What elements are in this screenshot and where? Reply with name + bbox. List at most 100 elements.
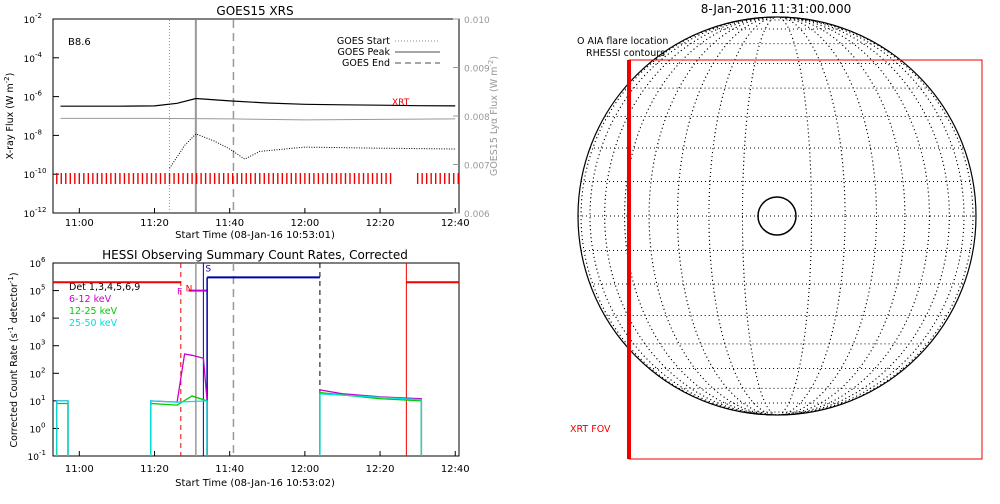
disk-legend-aia: O AIA flare location xyxy=(577,36,668,47)
hessi-y-tick-exponent: -1 xyxy=(39,449,46,457)
hessi-series-0 xyxy=(150,353,208,456)
hessi-y-tick-label: 10 xyxy=(28,453,40,463)
disk-longitude-line xyxy=(648,16,906,416)
hessi-series xyxy=(56,353,423,456)
goes-y-tick-label: 10 xyxy=(24,55,36,65)
goes-xrt-label: XRT xyxy=(392,98,410,108)
goes-short-series xyxy=(169,133,456,169)
hessi-y-tick-exponent: 3 xyxy=(41,339,45,347)
hessi-legend-12-25: 12-25 keV xyxy=(69,306,118,317)
hessi-y-tick-label: 10 xyxy=(30,315,42,325)
hessi-y-tick-label: 10 xyxy=(30,398,42,408)
goes-x-tick-label: 12:40 xyxy=(441,218,470,229)
hessi-x-label: Start Time (08-Jan-16 10:53:02) xyxy=(175,478,335,489)
solar-limb xyxy=(577,16,977,416)
disk-legend-rhessi: RHESSI contours xyxy=(586,48,665,59)
disk-longitude-line xyxy=(604,16,950,416)
goes-y-tick-label: 10 xyxy=(24,210,36,220)
hessi-plot-frame xyxy=(52,262,460,457)
goes-y2-tick-label: 0.007 xyxy=(464,162,490,172)
hessi-flag-n: N xyxy=(186,284,193,294)
goes-y-tick-exponent: -6 xyxy=(35,90,43,98)
hessi-y-tick-exponent: 0 xyxy=(41,421,45,429)
hessi-y-label: Corrected Count Rate (s-1 detector-1) xyxy=(7,272,20,447)
goes-legend-end-label: GOES End xyxy=(342,58,390,69)
hessi-series-2 xyxy=(56,400,69,456)
hessi-x-tick-label: 12:00 xyxy=(290,464,319,475)
hessi-x-axis: 11:00 11:20 11:40 12:00 12:20 12:40 xyxy=(65,451,470,475)
goes-y-tick-exponent: -2 xyxy=(35,12,42,20)
hessi-legend-6-12: 6-12 keV xyxy=(69,294,112,305)
disk-longitude-line xyxy=(624,16,930,416)
goes-panel: GOES15 XRS 11:00 11:20 11:40 12:00 12:20 12:4… xyxy=(3,4,500,241)
hessi-y-tick-label: 10 xyxy=(30,425,42,435)
disk-panel: 8-Jan-2016 11:31:00.000 O AIA flare loca… xyxy=(570,2,983,460)
hessi-y-tick-exponent: 6 xyxy=(41,256,46,264)
hessi-flag-f: F xyxy=(177,288,182,298)
hessi-x-tick-label: 11:40 xyxy=(215,464,244,475)
disk-longitude-line xyxy=(589,16,965,416)
goes-y-tick-exponent: -12 xyxy=(35,206,46,214)
hessi-title: HESSI Observing Summary Count Rates, Cor… xyxy=(102,248,408,262)
hessi-y-tick-label: 10 xyxy=(30,260,42,270)
solar-disk-grid xyxy=(578,16,976,416)
goes-xrt-coverage xyxy=(56,173,459,184)
goes-y-tick-label: 10 xyxy=(24,171,36,181)
disk-longitude-line xyxy=(580,16,974,416)
goes-legend-peak-label: GOES Peak xyxy=(338,47,391,58)
goes-x-label: Start Time (08-Jan-16 10:53:01) xyxy=(175,230,335,241)
goes-legend: GOES Start GOES Peak GOES End xyxy=(337,36,440,69)
hessi-x-tick-label: 12:40 xyxy=(441,464,470,475)
hessi-y-tick-label: 10 xyxy=(30,370,42,380)
hessi-series-1 xyxy=(150,395,208,456)
disk-longitude-line xyxy=(604,16,950,416)
hessi-y-tick-label: 10 xyxy=(30,288,42,298)
disk-longitude-line xyxy=(708,16,846,416)
goes-y-tick-exponent: -4 xyxy=(35,51,43,59)
xrt-fov-label: XRT FOV xyxy=(570,424,611,435)
goes-title: GOES15 XRS xyxy=(216,4,293,18)
goes-plot-frame xyxy=(52,18,460,214)
hessi-series-2 xyxy=(319,393,423,456)
disk-longitude-line xyxy=(741,16,813,416)
hessi-y-tick-exponent: 5 xyxy=(41,284,45,292)
disk-longitude-line xyxy=(741,16,813,416)
aia-flare-location xyxy=(757,196,797,236)
hessi-y-tick-exponent: 1 xyxy=(41,394,45,402)
hessi-legend-header: Det 1,3,4,5,6,9 xyxy=(69,282,140,293)
disk-longitude-line xyxy=(708,16,846,416)
goes-y-tick-label: 10 xyxy=(24,132,36,142)
goes-y2-tick-label: 0.006 xyxy=(464,210,490,220)
goes-y-tick-label: 10 xyxy=(24,94,36,104)
hessi-state-overlays: F N S xyxy=(53,263,459,456)
hessi-legend: Det 1,3,4,5,6,9 6-12 keV 12-25 keV 25-50… xyxy=(69,282,140,329)
hessi-y-tick-label: 10 xyxy=(30,343,42,353)
goes-y-tick-exponent: -8 xyxy=(35,128,42,136)
hessi-series-1 xyxy=(56,402,69,456)
hessi-flag-s: S xyxy=(205,264,211,274)
goes-x-axis: 11:00 11:20 11:40 12:00 12:20 12:40 xyxy=(65,208,470,229)
hessi-x-tick-label: 11:20 xyxy=(140,464,169,475)
goes-x-tick-label: 11:00 xyxy=(65,218,94,229)
goes-x-tick-label: 11:20 xyxy=(140,218,169,229)
goes-x-tick-label: 12:20 xyxy=(366,218,395,229)
goes-y2-tick-label: 0.010 xyxy=(464,16,490,26)
hessi-y-tick-exponent: 4 xyxy=(41,311,46,319)
xrt-fov-box xyxy=(628,59,983,460)
goes-y2-axis: 0.010 0.009 0.008 0.007 0.006 xyxy=(453,16,490,220)
hessi-x-tick-label: 12:20 xyxy=(366,464,395,475)
goes-x-tick-label: 11:40 xyxy=(215,218,244,229)
goes-legend-start-label: GOES Start xyxy=(337,36,390,47)
goes-y2-label: GOES15 Lyα Flux (W m-2) xyxy=(487,56,500,176)
hessi-y-tick-exponent: 2 xyxy=(41,366,45,374)
goes-lya-series xyxy=(60,117,456,121)
goes-y2-tick-label: 0.008 xyxy=(464,113,490,123)
goes-y-tick-label: 10 xyxy=(24,16,36,26)
goes-long-series xyxy=(60,97,456,107)
hessi-series-2 xyxy=(150,400,208,456)
goes-y2-tick-label: 0.009 xyxy=(464,65,490,75)
